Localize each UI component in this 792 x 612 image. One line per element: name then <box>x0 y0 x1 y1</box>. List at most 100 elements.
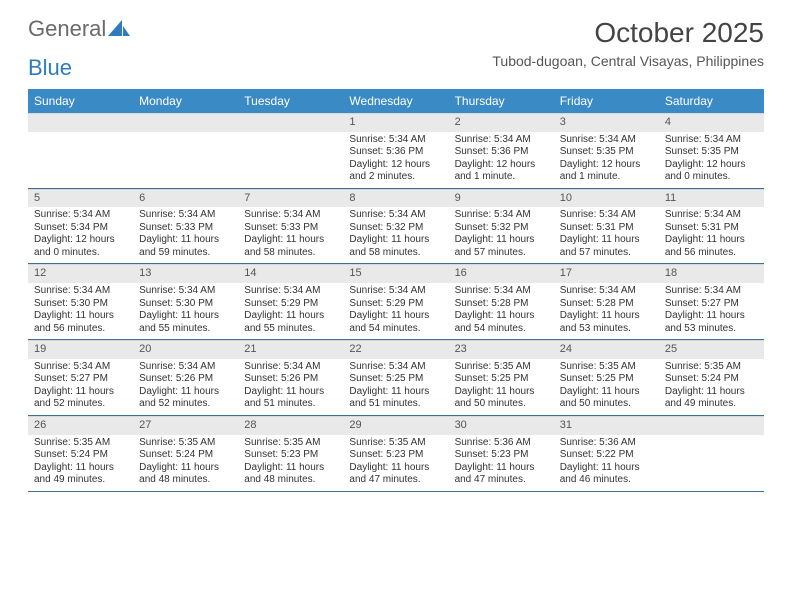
sunset-text: Sunset: 5:32 PM <box>349 222 442 235</box>
daylight-text: Daylight: 12 hours and 0 minutes. <box>34 234 127 259</box>
day-number: 27 <box>133 416 238 435</box>
daylight-text: Daylight: 11 hours and 51 minutes. <box>349 386 442 411</box>
day-number: 23 <box>449 340 554 359</box>
daylight-text: Daylight: 11 hours and 50 minutes. <box>560 386 653 411</box>
day-details: Sunrise: 5:34 AMSunset: 5:33 PMDaylight:… <box>238 207 343 263</box>
brand-word-2: Blue <box>28 57 72 79</box>
calendar-cell: 20Sunrise: 5:34 AMSunset: 5:26 PMDayligh… <box>133 340 238 415</box>
day-number: 2 <box>449 113 554 132</box>
calendar-cell: 5Sunrise: 5:34 AMSunset: 5:34 PMDaylight… <box>28 189 133 264</box>
calendar-cell: 1Sunrise: 5:34 AMSunset: 5:36 PMDaylight… <box>343 113 448 188</box>
sunset-text: Sunset: 5:24 PM <box>34 449 127 462</box>
sunset-text: Sunset: 5:25 PM <box>455 373 548 386</box>
sunset-text: Sunset: 5:30 PM <box>34 298 127 311</box>
sunset-text: Sunset: 5:33 PM <box>244 222 337 235</box>
calendar-cell: 23Sunrise: 5:35 AMSunset: 5:25 PMDayligh… <box>449 340 554 415</box>
sunrise-text: Sunrise: 5:35 AM <box>665 361 758 374</box>
calendar-cell: 4Sunrise: 5:34 AMSunset: 5:35 PMDaylight… <box>659 113 764 188</box>
sunset-text: Sunset: 5:23 PM <box>244 449 337 462</box>
sunrise-text: Sunrise: 5:35 AM <box>139 437 232 450</box>
day-number: 24 <box>554 340 659 359</box>
sunset-text: Sunset: 5:29 PM <box>244 298 337 311</box>
calendar-cell: 8Sunrise: 5:34 AMSunset: 5:32 PMDaylight… <box>343 189 448 264</box>
daylight-text: Daylight: 11 hours and 58 minutes. <box>244 234 337 259</box>
day-number: 17 <box>554 264 659 283</box>
sunrise-text: Sunrise: 5:35 AM <box>560 361 653 374</box>
sunrise-text: Sunrise: 5:35 AM <box>349 437 442 450</box>
day-number: 16 <box>449 264 554 283</box>
sunset-text: Sunset: 5:28 PM <box>560 298 653 311</box>
sunset-text: Sunset: 5:32 PM <box>455 222 548 235</box>
day-details: Sunrise: 5:34 AMSunset: 5:28 PMDaylight:… <box>449 283 554 339</box>
calendar-cell: 22 Sunrise: 5:34 AMSunset: 5:25 PMDayligh… <box>343 340 448 415</box>
day-details: Sunrise: 5:35 AMSunset: 5:25 PMDaylight:… <box>554 359 659 415</box>
day-details: Sunrise: 5:34 AMSunset: 5:34 PMDaylight:… <box>28 207 133 263</box>
calendar-cell: 21Sunrise: 5:34 AMSunset: 5:26 PMDayligh… <box>238 340 343 415</box>
daylight-text: Daylight: 12 hours and 1 minute. <box>455 159 548 184</box>
day-number: 15 <box>343 264 448 283</box>
calendar-week: 1Sunrise: 5:34 AMSunset: 5:36 PMDaylight… <box>28 113 764 189</box>
calendar-cell: 29Sunrise: 5:35 AMSunset: 5:23 PMDayligh… <box>343 416 448 491</box>
day-number <box>238 113 343 132</box>
sunrise-text: Sunrise: 5:34 AM <box>455 134 548 147</box>
day-number: 9 <box>449 189 554 208</box>
day-details: Sunrise: 5:34 AMSunset: 5:26 PMDaylight:… <box>238 359 343 415</box>
daylight-text: Daylight: 12 hours and 0 minutes. <box>665 159 758 184</box>
sunrise-text: Sunrise: 5:34 AM <box>349 209 442 222</box>
sunrise-text: Sunrise: 5:34 AM <box>665 134 758 147</box>
sunset-text: Sunset: 5:23 PM <box>349 449 442 462</box>
daylight-text: Daylight: 11 hours and 50 minutes. <box>455 386 548 411</box>
sunset-text: Sunset: 5:25 PM <box>349 373 442 386</box>
sunrise-text: Sunrise: 5:34 AM <box>34 285 127 298</box>
sunset-text: Sunset: 5:36 PM <box>455 146 548 159</box>
sunset-text: Sunset: 5:31 PM <box>665 222 758 235</box>
daylight-text: Daylight: 11 hours and 54 minutes. <box>349 310 442 335</box>
daylight-text: Daylight: 11 hours and 47 minutes. <box>349 462 442 487</box>
day-details <box>238 132 343 186</box>
calendar-week: 19Sunrise: 5:34 AMSunset: 5:27 PMDayligh… <box>28 340 764 416</box>
calendar-cell: 12Sunrise: 5:34 AMSunset: 5:30 PMDayligh… <box>28 264 133 339</box>
daylight-text: Daylight: 11 hours and 57 minutes. <box>560 234 653 259</box>
sunrise-text: Sunrise: 5:35 AM <box>244 437 337 450</box>
calendar-week: 5Sunrise: 5:34 AMSunset: 5:34 PMDaylight… <box>28 189 764 265</box>
sunrise-text: Sunrise: 5:34 AM <box>349 361 442 374</box>
daylight-text: Daylight: 11 hours and 54 minutes. <box>455 310 548 335</box>
title-block: October 2025 Tubod-dugoan, Central Visay… <box>492 18 764 69</box>
daylight-text: Daylight: 12 hours and 1 minute. <box>560 159 653 184</box>
daylight-text: Daylight: 11 hours and 48 minutes. <box>139 462 232 487</box>
sunset-text: Sunset: 5:22 PM <box>560 449 653 462</box>
day-details: Sunrise: 5:34 AMSunset: 5:33 PMDaylight:… <box>133 207 238 263</box>
day-number: 11 <box>659 189 764 208</box>
day-details: Sunrise: 5:34 AMSunset: 5:29 PMDaylight:… <box>343 283 448 339</box>
daylight-text: Daylight: 11 hours and 56 minutes. <box>34 310 127 335</box>
calendar-cell: 24Sunrise: 5:35 AMSunset: 5:25 PMDayligh… <box>554 340 659 415</box>
day-number: 20 <box>133 340 238 359</box>
sunrise-text: Sunrise: 5:36 AM <box>455 437 548 450</box>
day-details: Sunrise: 5:34 AMSunset: 5:31 PMDaylight:… <box>659 207 764 263</box>
sunset-text: Sunset: 5:35 PM <box>560 146 653 159</box>
sunset-text: Sunset: 5:35 PM <box>665 146 758 159</box>
day-details: Sunrise: 5:34 AMSunset: 5:32 PMDaylight:… <box>343 207 448 263</box>
day-number: 22 <box>343 340 448 359</box>
daylight-text: Daylight: 11 hours and 51 minutes. <box>244 386 337 411</box>
day-details: Sunrise: 5:34 AMSunset: 5:35 PMDaylight:… <box>554 132 659 188</box>
calendar-cell <box>28 113 133 188</box>
calendar-body: 1Sunrise: 5:34 AMSunset: 5:36 PMDaylight… <box>28 113 764 492</box>
calendar-cell: 10Sunrise: 5:34 AMSunset: 5:31 PMDayligh… <box>554 189 659 264</box>
daylight-text: Daylight: 11 hours and 57 minutes. <box>455 234 548 259</box>
sunrise-text: Sunrise: 5:34 AM <box>244 361 337 374</box>
day-details: Sunrise: 5:35 AMSunset: 5:25 PMDaylight:… <box>449 359 554 415</box>
calendar-cell: 11Sunrise: 5:34 AMSunset: 5:31 PMDayligh… <box>659 189 764 264</box>
day-details: Sunrise: 5:35 AMSunset: 5:23 PMDaylight:… <box>343 435 448 491</box>
sunrise-text: Sunrise: 5:34 AM <box>34 209 127 222</box>
daylight-text: Daylight: 11 hours and 52 minutes. <box>139 386 232 411</box>
day-details: Sunrise: 5:34 AMSunset: 5:31 PMDaylight:… <box>554 207 659 263</box>
sunset-text: Sunset: 5:24 PM <box>665 373 758 386</box>
calendar-cell: 25Sunrise: 5:35 AMSunset: 5:24 PMDayligh… <box>659 340 764 415</box>
day-details: Sunrise: 5:34 AMSunset: 5:27 PMDaylight:… <box>659 283 764 339</box>
day-number: 21 <box>238 340 343 359</box>
sunset-text: Sunset: 5:36 PM <box>349 146 442 159</box>
sail-icon <box>108 20 130 38</box>
day-header-cell: Monday <box>133 89 238 113</box>
calendar-cell: 30Sunrise: 5:36 AMSunset: 5:23 PMDayligh… <box>449 416 554 491</box>
